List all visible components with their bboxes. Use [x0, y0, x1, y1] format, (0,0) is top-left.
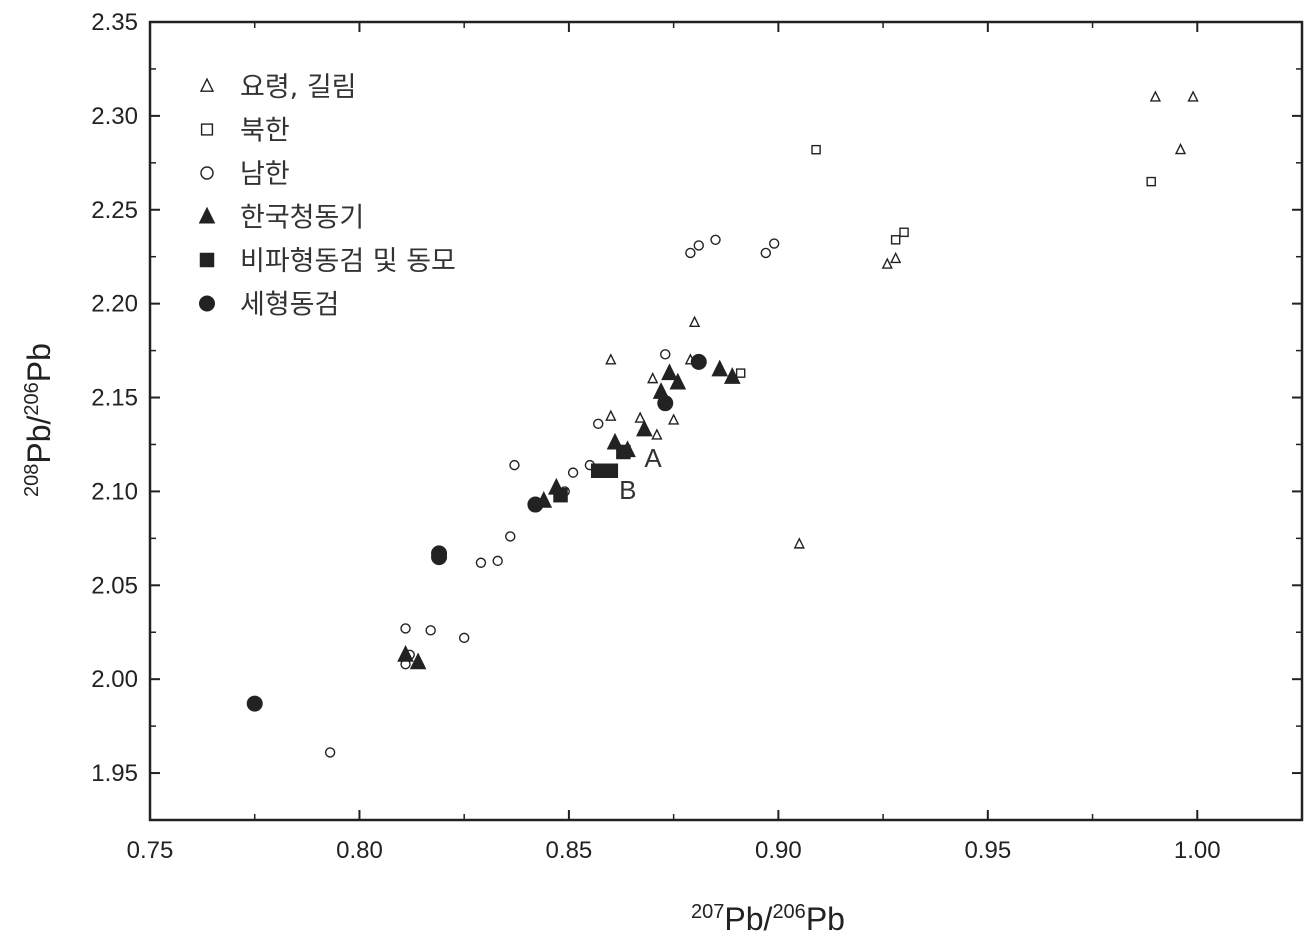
data-point-circle-open [768, 238, 780, 249]
legend-label: 비파형동검 및 동모 [240, 246, 456, 277]
legend-label: 세형동검 [240, 290, 339, 321]
y-tick-label: 2.25 [91, 197, 138, 224]
data-point-triangle-open [1187, 90, 1199, 102]
legend-marker-square-filled [199, 252, 215, 268]
data-point-circle-open [492, 555, 503, 567]
data-point-triangle-open [651, 428, 663, 440]
legend-label: 요령, 길림 [240, 72, 357, 103]
data-point-circle-filled [527, 496, 544, 513]
x-tick-labels: 0.75 0.80 0.85 0.90 0.95 1.00 [127, 837, 1221, 864]
x-tick-label: 0.75 [127, 837, 174, 864]
data-point-triangle-open [890, 251, 902, 264]
data-point-triangle-open [605, 353, 617, 365]
data-point-triangle-open [634, 411, 646, 423]
data-point-square-open [735, 368, 746, 378]
y-tick-label: 2.30 [91, 103, 138, 130]
legend-label: 남한 [240, 159, 290, 190]
y-tick-label: 2.00 [91, 666, 138, 693]
data-point-circle-open [760, 247, 771, 259]
data-point-triangle-open [793, 537, 805, 549]
data-point-circle-open [685, 247, 696, 259]
data-point-circle-open [400, 623, 411, 634]
y-tick-label: 2.15 [91, 385, 138, 412]
y-tick-label: 2.35 [91, 9, 138, 36]
data-point-triangle-open [688, 315, 701, 328]
data-point-circle-open [660, 349, 671, 360]
data-point-square-filled [590, 463, 606, 479]
data-point-triangle-open [668, 413, 680, 425]
data-point-circle-open [475, 557, 487, 568]
data-point-circle-open [710, 234, 721, 246]
data-point-square-filled [553, 487, 568, 503]
data-point-triangle-open [1174, 142, 1187, 155]
legend-marker-circle-filled [199, 295, 215, 312]
data-point-circle-open [693, 240, 704, 251]
legend-marker-square-open [200, 123, 214, 136]
data-point-triangle-open [605, 409, 617, 421]
annotations: AB [619, 443, 662, 505]
data-point-square-filled [603, 463, 619, 479]
data-point-triangle-filled [669, 372, 687, 390]
y-tick-label: 2.05 [91, 572, 138, 599]
legend-marker-triangle-filled [198, 206, 216, 224]
data-point-square-open [811, 144, 821, 155]
annotation-label: B [619, 475, 636, 505]
data-point-square-filled [616, 444, 631, 460]
data-point-circle-open [567, 467, 579, 478]
data-point-circle-filled [657, 395, 674, 412]
data-points [246, 90, 1199, 758]
data-point-square-open [899, 227, 909, 238]
legend-label: 한국청동기 [240, 203, 364, 234]
data-point-triangle-filled [723, 367, 741, 384]
x-tick-label: 0.80 [336, 837, 383, 864]
x-tick-label: 0.85 [546, 837, 593, 864]
y-tick-labels: 1.95 2.00 2.05 2.10 2.15 2.20 2.25 2.30 2.35 [91, 9, 138, 787]
annotation-label: A [644, 443, 662, 473]
legend-marker-circle-open [200, 166, 214, 180]
data-point-square-open [890, 235, 901, 245]
legend-marker-triangle-open [199, 77, 215, 92]
axis-ticks [149, 21, 1302, 820]
x-tick-label: 0.90 [755, 837, 802, 864]
data-point-circle-open [509, 459, 520, 471]
plot-frame [148, 20, 1304, 822]
data-point-triangle-open [881, 257, 893, 269]
data-point-circle-open [324, 747, 336, 758]
data-point-triangle-open [1149, 90, 1162, 102]
data-point-square-open [1146, 176, 1156, 187]
data-point-triangle-open [647, 372, 659, 384]
data-point-triangle-filled [397, 645, 414, 662]
data-point-circle-filled [431, 545, 448, 562]
data-point-circle-filled [246, 695, 263, 712]
data-point-circle-open [458, 632, 470, 644]
data-point-triangle-filled [661, 363, 678, 381]
x-axis-label: 207Pb/206Pb [691, 901, 845, 937]
data-point-circle-open [425, 625, 436, 636]
data-point-circle-open [505, 531, 516, 542]
data-point-triangle-filled [711, 359, 729, 377]
data-point-circle-open [593, 418, 604, 430]
y-tick-label: 2.20 [91, 291, 138, 318]
x-tick-label: 1.00 [1174, 837, 1221, 864]
data-point-circle-filled [690, 353, 707, 370]
data-point-triangle-filled [409, 652, 427, 670]
legend-label: 북한 [240, 116, 290, 147]
y-tick-label: 1.95 [91, 760, 138, 787]
data-point-triangle-filled [636, 419, 653, 437]
y-axis-label: 208Pb/206Pb [21, 343, 57, 497]
x-tick-label: 0.95 [964, 837, 1011, 864]
y-tick-label: 2.10 [91, 478, 138, 505]
